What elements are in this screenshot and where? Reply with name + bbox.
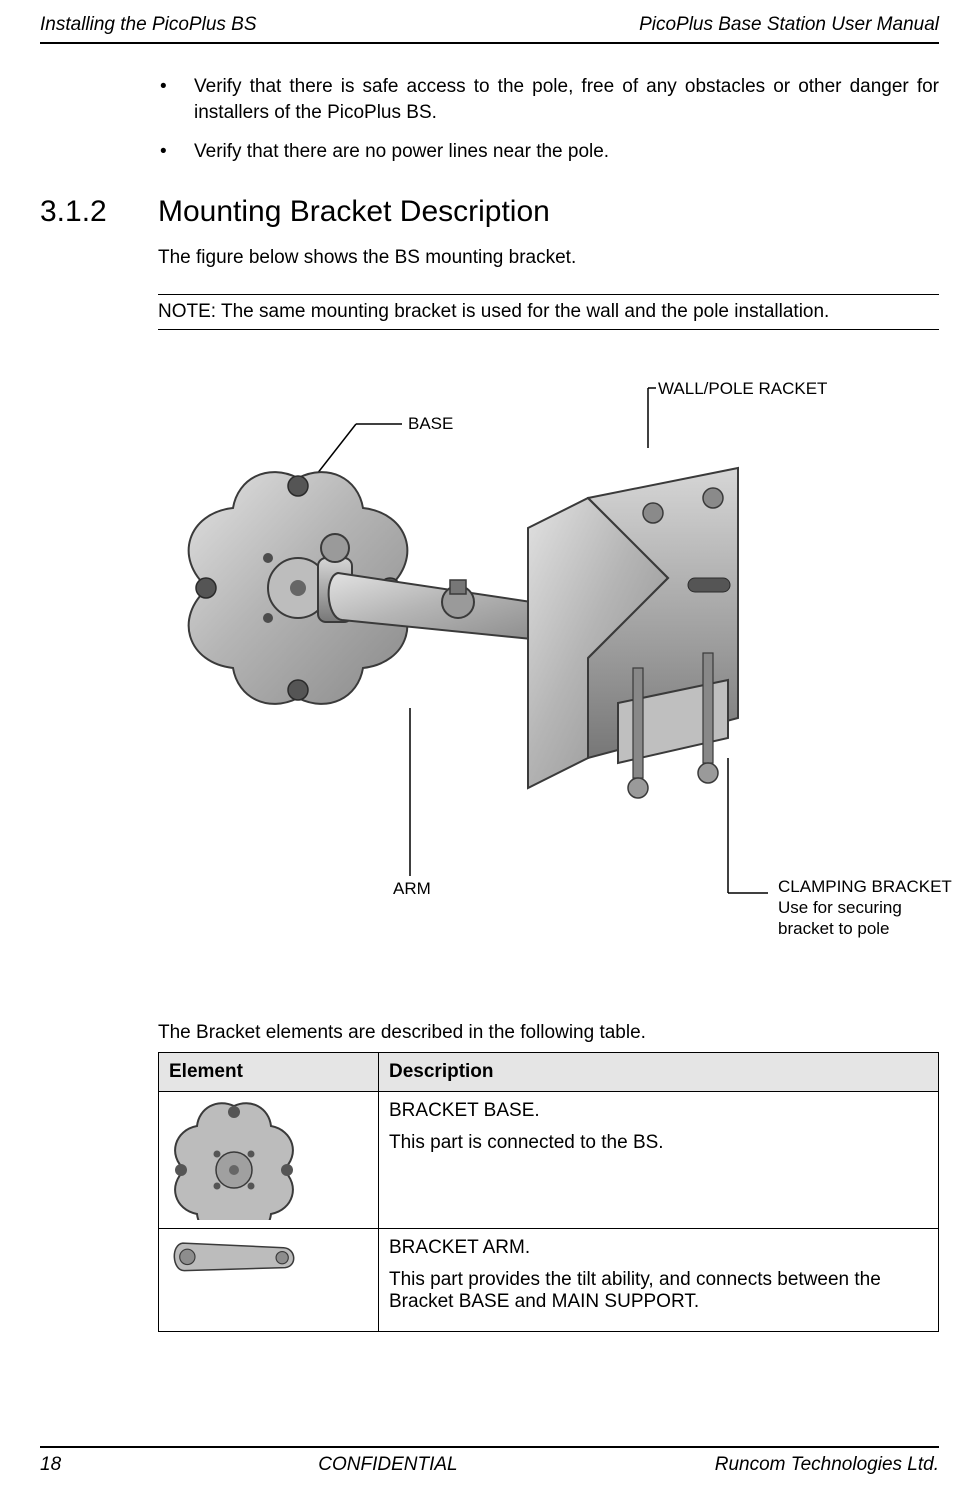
thumb-base-icon [169, 1100, 299, 1220]
list-item: Verify that there are no power lines nea… [160, 139, 939, 165]
th-description: Description [379, 1052, 939, 1091]
table-row: BRACKET BASE. This part is connected to … [159, 1091, 939, 1228]
page-footer: 18 CONFIDENTIAL Runcom Technologies Ltd. [40, 1446, 939, 1476]
row-title: BRACKET BASE. [389, 1100, 928, 1122]
row-body: This part is connected to the BS. [389, 1132, 928, 1154]
td-description: BRACKET ARM. This part provides the tilt… [379, 1228, 939, 1331]
thumb-arm-icon [169, 1237, 299, 1275]
bracket-diagram [158, 378, 938, 938]
section-title: Mounting Bracket Description [158, 195, 550, 229]
header-right: PicoPlus Base Station User Manual [639, 14, 939, 36]
section-number: 3.1.2 [40, 195, 158, 229]
note: NOTE: The same mounting bracket is used … [158, 294, 939, 330]
footer-center: CONFIDENTIAL [318, 1454, 457, 1476]
td-description: BRACKET BASE. This part is connected to … [379, 1091, 939, 1228]
table-intro: The Bracket elements are described in th… [158, 1022, 939, 1044]
footer-right: Runcom Technologies Ltd. [715, 1454, 939, 1476]
footer-left: 18 [40, 1454, 61, 1476]
page-header: Installing the PicoPlus BS PicoPlus Base… [40, 0, 939, 44]
th-element: Element [159, 1052, 379, 1091]
row-body: This part provides the tilt ability, and… [389, 1269, 928, 1313]
table-row: BRACKET ARM. This part provides the tilt… [159, 1228, 939, 1331]
section-intro: The figure below shows the BS mounting b… [158, 245, 939, 272]
td-element [159, 1228, 379, 1331]
header-left: Installing the PicoPlus BS [40, 14, 257, 36]
row-title: BRACKET ARM. [389, 1237, 928, 1259]
table-header-row: Element Description [159, 1052, 939, 1091]
bullet-list: Verify that there is safe access to the … [160, 74, 939, 165]
elements-table: Element Description [158, 1052, 939, 1332]
body: Verify that there is safe access to the … [40, 44, 939, 1332]
section-heading: 3.1.2 Mounting Bracket Description [40, 195, 939, 229]
td-element [159, 1091, 379, 1228]
figure: BASE WALL/POLE RACKET ARM CLAMPING BRACK… [158, 378, 939, 998]
list-item: Verify that there is safe access to the … [160, 74, 939, 125]
